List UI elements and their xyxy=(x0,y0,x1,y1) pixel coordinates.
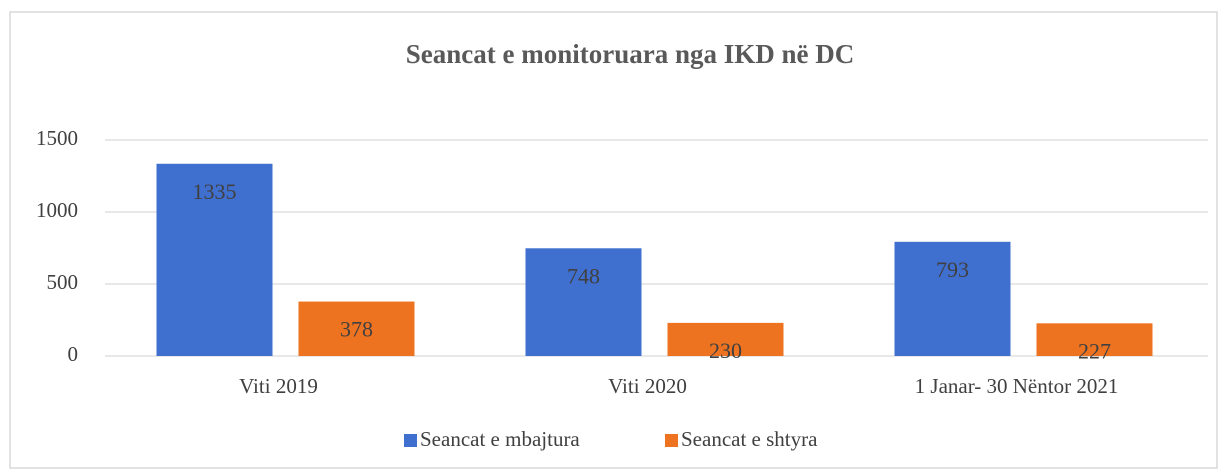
bar xyxy=(1036,323,1153,356)
value-label: 227 xyxy=(1078,338,1111,363)
legend-swatch xyxy=(404,434,417,447)
x-tick-label: Viti 2020 xyxy=(608,374,687,398)
y-tick-label: 1000 xyxy=(36,198,78,222)
legend-label: Seancat e shtyra xyxy=(681,427,818,451)
bar xyxy=(667,322,784,356)
value-label: 1335 xyxy=(193,179,237,204)
value-label: 748 xyxy=(567,263,600,288)
value-label: 793 xyxy=(936,257,969,282)
x-tick-label: Viti 2019 xyxy=(239,374,318,398)
bar xyxy=(156,163,273,356)
x-tick-label: 1 Janar- 30 Nëntor 2021 xyxy=(915,374,1119,398)
y-tick-label: 0 xyxy=(68,342,79,366)
legend-swatch xyxy=(665,434,678,447)
value-label: 230 xyxy=(709,338,742,363)
legend-label: Seancat e mbajtura xyxy=(420,427,580,451)
y-tick-label: 1500 xyxy=(36,126,78,150)
bar xyxy=(525,248,642,356)
value-label: 378 xyxy=(340,317,373,342)
y-tick-label: 500 xyxy=(47,270,79,294)
bar xyxy=(894,241,1011,356)
bar xyxy=(298,301,415,356)
chart-title: Seancat e monitoruara nga IKD në DC xyxy=(406,39,854,69)
